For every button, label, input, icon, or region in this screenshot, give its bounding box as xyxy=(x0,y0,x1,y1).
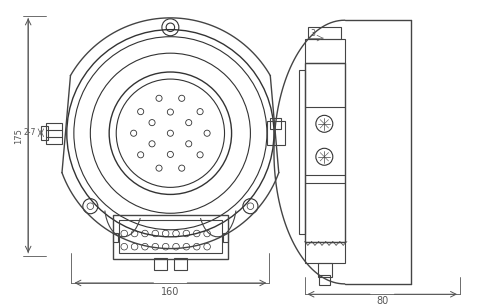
Bar xyxy=(119,220,222,253)
Bar xyxy=(223,233,228,241)
Text: 2-7: 2-7 xyxy=(24,128,36,137)
Bar xyxy=(267,121,285,145)
Bar xyxy=(308,27,341,39)
Bar xyxy=(174,258,187,270)
Bar xyxy=(305,63,345,241)
Bar xyxy=(270,118,281,129)
Bar xyxy=(113,233,118,241)
Text: 80: 80 xyxy=(376,296,388,306)
Bar xyxy=(154,258,167,270)
Bar xyxy=(318,263,332,277)
Text: 160: 160 xyxy=(161,287,180,297)
Bar xyxy=(299,70,305,234)
Bar xyxy=(46,123,62,144)
Bar xyxy=(41,126,48,140)
Bar xyxy=(319,275,331,285)
Bar xyxy=(305,39,345,63)
Bar xyxy=(113,215,228,259)
Bar xyxy=(305,241,345,263)
Text: 3: 3 xyxy=(310,29,315,38)
Text: 175: 175 xyxy=(14,128,23,144)
